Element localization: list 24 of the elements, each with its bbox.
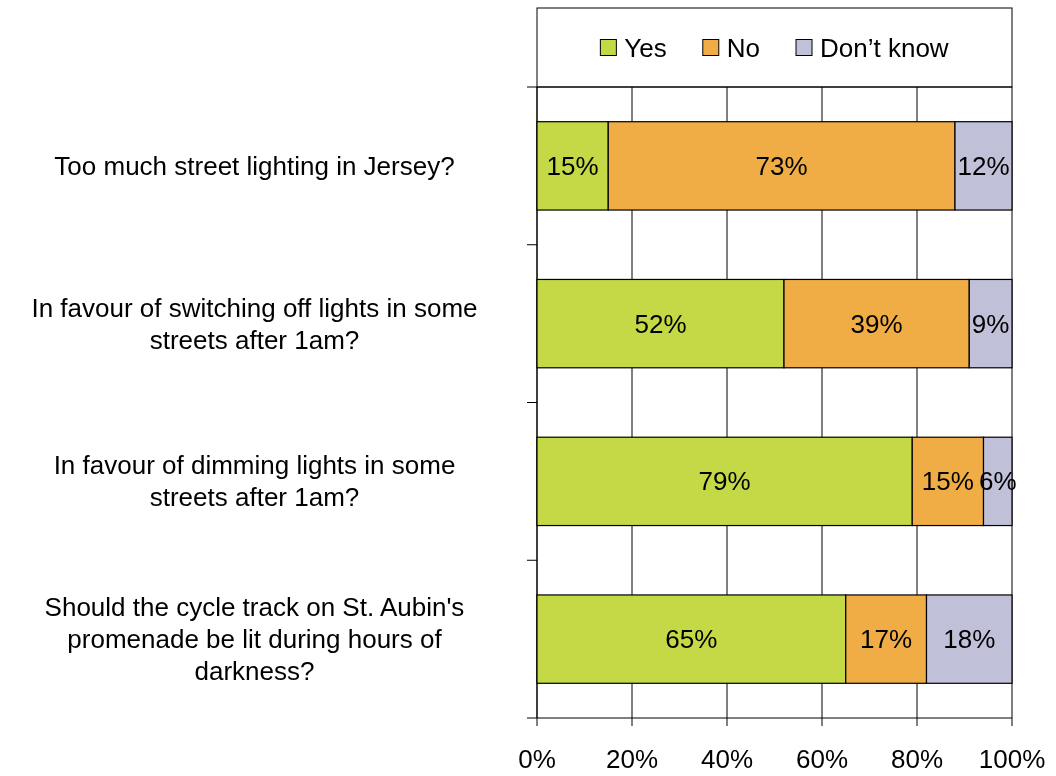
- data-label: 15%: [921, 466, 974, 497]
- x-tick-label: 40%: [700, 744, 754, 774]
- x-tick-label: 100%: [978, 744, 1046, 774]
- x-tick-label: 0%: [518, 744, 556, 774]
- y-tick-label: In favour of switching off lights in some streets after 1am?: [31, 292, 478, 355]
- x-tick-label: 80%: [890, 744, 944, 774]
- data-label: 17%: [860, 624, 913, 655]
- x-tick-label: 20%: [605, 744, 659, 774]
- data-label: 18%: [943, 624, 996, 655]
- y-tick-label: Should the cycle track on St. Aubin's promenade be lit during hours of darkness?: [44, 592, 465, 687]
- y-tick-label: In favour of dimming lights in some streets after 1am?: [53, 450, 456, 513]
- data-label: 52%: [634, 308, 687, 339]
- data-label: 73%: [755, 150, 808, 181]
- legend-label: Don’t know: [820, 32, 949, 63]
- x-tick-label: 60%: [795, 744, 849, 774]
- data-label: 12%: [957, 150, 1010, 181]
- data-label: 9%: [971, 308, 1010, 339]
- data-label: 65%: [665, 624, 718, 655]
- data-label: 15%: [546, 150, 599, 181]
- legend-label: Yes: [624, 32, 667, 63]
- y-tick-label: Too much street lighting in Jersey?: [54, 150, 455, 181]
- legend-label: No: [726, 32, 761, 63]
- data-label: 39%: [850, 308, 903, 339]
- data-label: 79%: [698, 466, 751, 497]
